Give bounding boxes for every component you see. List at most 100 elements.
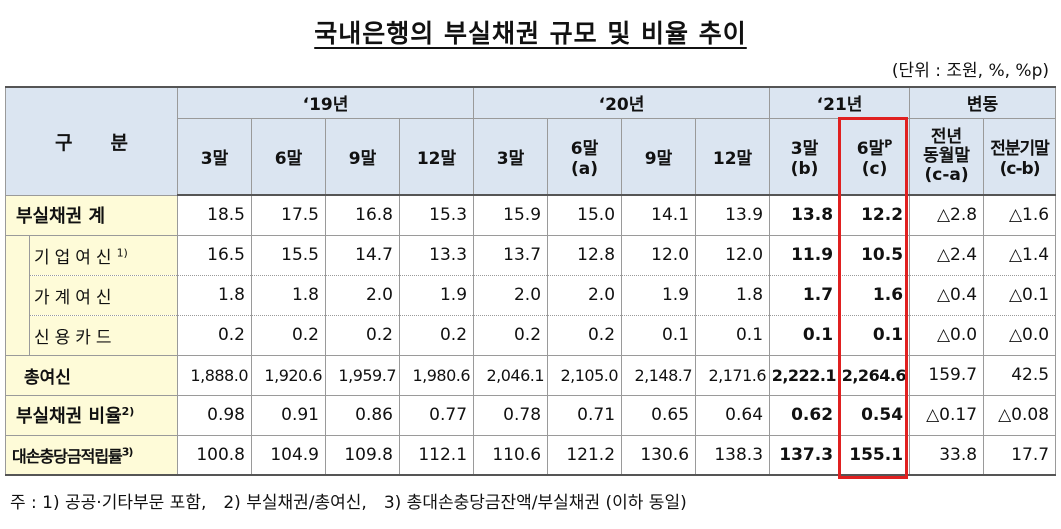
header-row-columns: 3말 6말 9말 12말 3말 6말 (a) 9말 12말 3말 (b) 6말P (c… (6, 117, 1057, 196)
cell: 2,222.1 (769, 354, 841, 396)
cell: 15.5 (251, 234, 326, 276)
cell: 0.91 (251, 394, 326, 436)
cell: △1.4 (983, 234, 1057, 276)
table-row: 총여신 1,888.0 1,920.6 1,959.7 1,980.6 2,04… (5, 354, 1057, 396)
cell: △0.17 (909, 394, 985, 436)
cell: 13.8 (769, 194, 841, 236)
cell: △2.4 (909, 234, 985, 276)
cell: 12.0 (621, 234, 697, 276)
cell: 18.5 (177, 194, 252, 236)
table-row: 부실채권 비율2) 0.98 0.91 0.86 0.77 0.78 0.71 … (5, 394, 1057, 436)
cell: 0.77 (398, 394, 475, 436)
row-label: 가계여신 (29, 274, 178, 316)
cell: 0.1 (695, 314, 771, 356)
cell: 1.8 (251, 274, 326, 316)
cell: 2,105.0 (547, 354, 623, 396)
page-title: 국내은행의 부실채권 규모 및 비율 추이 (314, 19, 747, 48)
unit-label: (단위 : 조원, %, %p) (891, 61, 1049, 81)
cell: 0.86 (325, 394, 400, 436)
cell: 0.2 (547, 314, 623, 356)
cell: 0.2 (251, 314, 326, 356)
cell: 15.9 (473, 194, 549, 236)
header-year-20: ‘20년 (473, 86, 771, 119)
cell: 10.5 (839, 234, 911, 276)
cell: 0.2 (177, 314, 252, 356)
cell: 1,980.6 (398, 354, 475, 396)
cell: 16.5 (177, 234, 252, 276)
cell: 16.8 (325, 194, 400, 236)
cell: △0.0 (909, 314, 985, 356)
cell: 15.3 (398, 194, 475, 236)
footnote: 주 : 1) 공공·기타부문 포함, 2) 부실채권/총여신, 3) 총대손충당… (10, 493, 687, 513)
cell: 104.9 (251, 434, 326, 476)
cell: 1.8 (695, 274, 771, 316)
cell: 0.1 (839, 314, 911, 356)
cell: 1.6 (839, 274, 911, 316)
col-19-3: 3말 (177, 117, 252, 196)
cell: 1,888.0 (177, 354, 252, 396)
col-21-3: 3말 (b) (769, 117, 841, 196)
row-label: 기업여신1) (29, 234, 178, 276)
cell: 17.7 (983, 434, 1057, 476)
cell: 12.0 (695, 234, 771, 276)
cell: △2.8 (909, 194, 985, 236)
cell: 14.7 (325, 234, 400, 276)
cell: 0.1 (621, 314, 697, 356)
header-row-years: 구 분 ‘19년 ‘20년 ‘21년 변동 (5, 86, 1057, 196)
cell: 0.1 (769, 314, 841, 356)
cell: 1.9 (398, 274, 475, 316)
cell: 0.2 (473, 314, 549, 356)
col-20-6: 6말 (a) (547, 117, 623, 196)
cell: △1.6 (983, 194, 1057, 236)
cell: 0.2 (398, 314, 475, 356)
row-label: 대손충당금적립률3) (5, 434, 178, 476)
table-row: 대손충당금적립률3) 100.8 104.9 109.8 112.1 110.6… (5, 434, 1057, 476)
cell: 138.3 (695, 434, 771, 476)
col-20-9: 9말 (621, 117, 697, 196)
col-19-12: 12말 (398, 117, 475, 196)
col-chg-qoq: 전분기말 (c-b) (983, 117, 1057, 196)
col-19-9: 9말 (325, 117, 400, 196)
cell: 0.64 (695, 394, 771, 436)
cell: 112.1 (398, 434, 475, 476)
cell: 13.7 (473, 234, 549, 276)
row-label: 부실채권 계 (5, 194, 178, 236)
cell: 14.1 (621, 194, 697, 236)
cell: 2.0 (547, 274, 623, 316)
cell: 11.9 (769, 234, 841, 276)
header-year-19: ‘19년 (176, 86, 475, 119)
cell: 100.8 (177, 434, 252, 476)
cell: 1,920.6 (251, 354, 326, 396)
col-20-3: 3말 (473, 117, 549, 196)
cell: 42.5 (983, 354, 1057, 396)
cell: 110.6 (473, 434, 549, 476)
cell: △0.4 (909, 274, 985, 316)
cell: 1.8 (177, 274, 252, 316)
cell: 1.9 (621, 274, 697, 316)
cell: 13.3 (398, 234, 475, 276)
cell: 159.7 (909, 354, 985, 396)
row-label: 총여신 (5, 354, 178, 396)
cell: 2.0 (473, 274, 549, 316)
col-19-6: 6말 (251, 117, 326, 196)
cell: 12.2 (839, 194, 911, 236)
cell: 2,046.1 (473, 354, 549, 396)
cell: 121.2 (547, 434, 623, 476)
cell: 155.1 (839, 434, 911, 476)
cell: 0.62 (769, 394, 841, 436)
col-chg-yoy: 전년 동월말 (c-a) (909, 117, 985, 196)
cell: 17.5 (251, 194, 326, 236)
cell: 0.65 (621, 394, 697, 436)
cell: 0.78 (473, 394, 549, 436)
cell: 0.2 (325, 314, 400, 356)
cell: 2,171.6 (695, 354, 771, 396)
col-21-6: 6말P (c) (839, 117, 911, 196)
cell: 13.9 (695, 194, 771, 236)
cell: 130.6 (621, 434, 697, 476)
row-label: 부실채권 비율2) (5, 394, 178, 436)
header-year-21: ‘21년 (769, 86, 911, 119)
header-category: 구 분 (5, 86, 178, 196)
table-row: 신용카드 0.2 0.2 0.2 0.2 0.2 0.2 0.1 0.1 0.1… (6, 314, 1057, 356)
cell: △0.1 (983, 274, 1057, 316)
table-row: 부실채권 계 18.5 17.5 16.8 15.3 15.9 15.0 14.… (5, 194, 1057, 236)
